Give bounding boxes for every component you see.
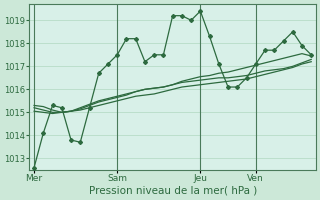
X-axis label: Pression niveau de la mer( hPa ): Pression niveau de la mer( hPa ) — [89, 186, 257, 196]
